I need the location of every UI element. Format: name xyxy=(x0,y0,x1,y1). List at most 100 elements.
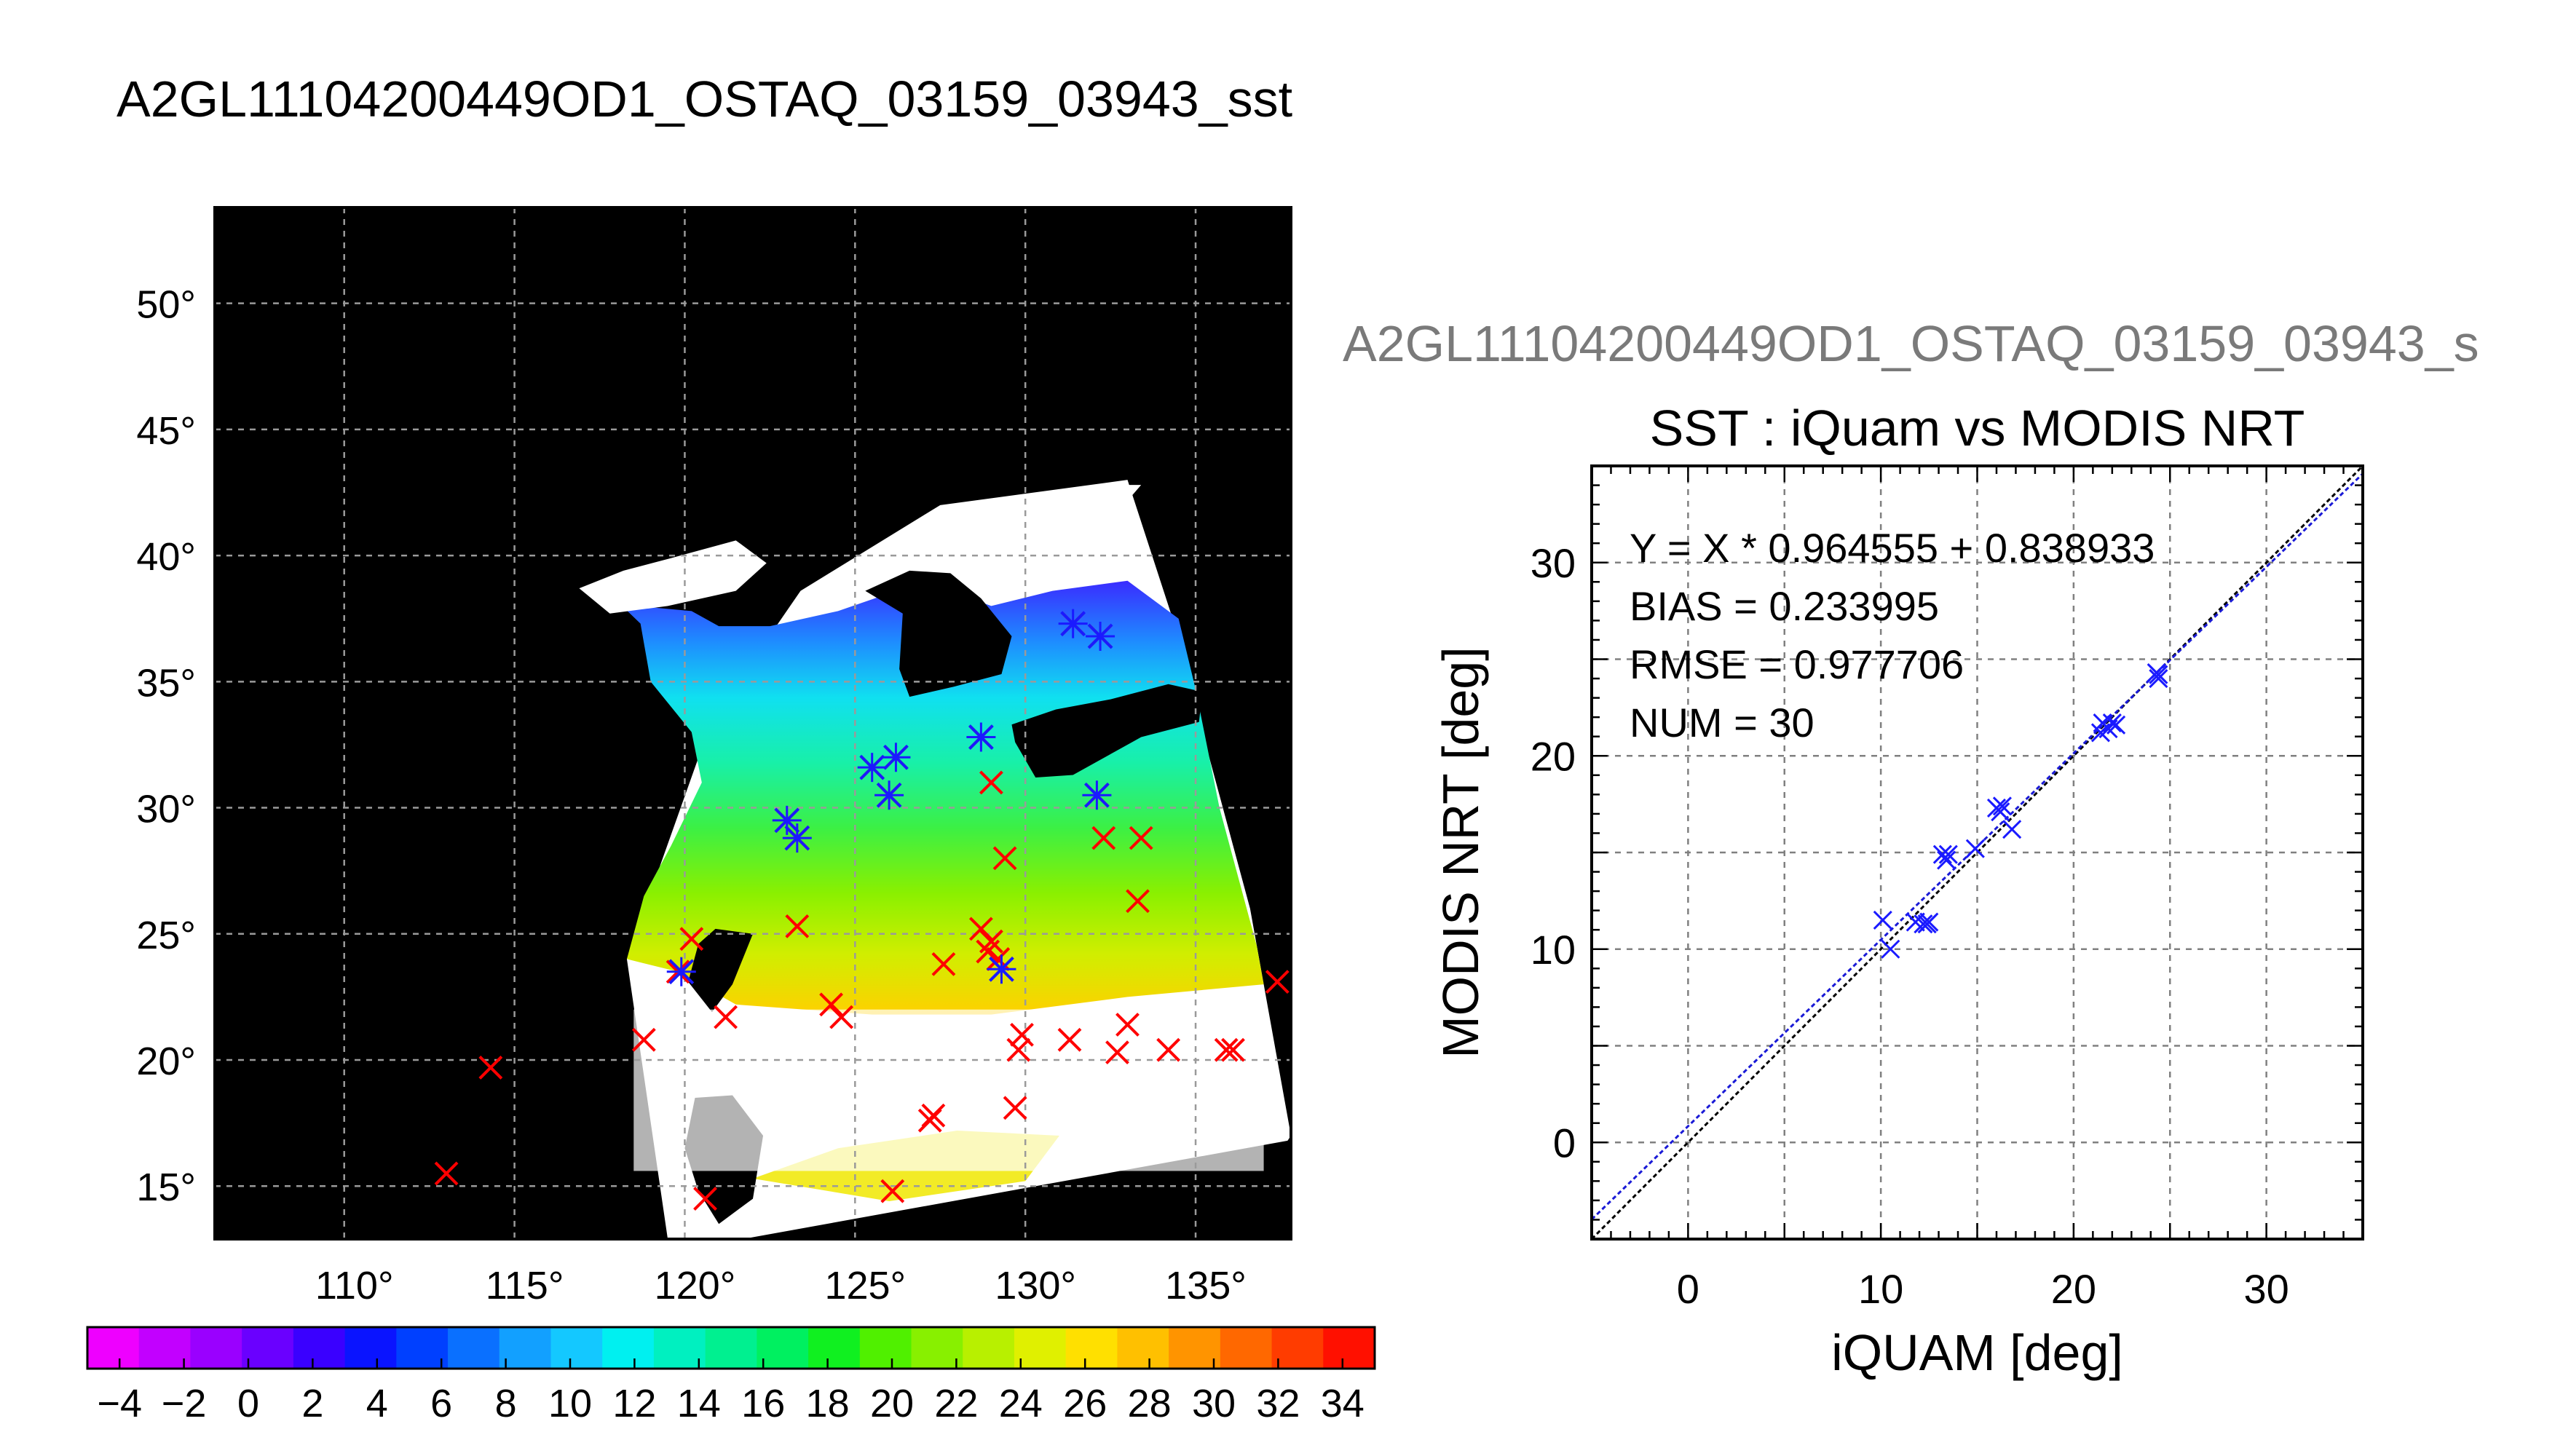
scatter-annotation: RMSE = 0.977706 xyxy=(1630,641,1964,687)
colorbar-segment xyxy=(87,1327,140,1369)
scatter-point xyxy=(2149,668,2168,689)
colorbar-tick-label: 6 xyxy=(430,1382,452,1425)
scatter-lines xyxy=(1592,466,2363,1239)
scatter-frame xyxy=(1590,464,2364,1241)
scatter-y-axis-label: MODIS NRT [deg] xyxy=(1432,646,1489,1058)
cloud-bohai xyxy=(579,540,767,614)
map-matchup-marker xyxy=(1091,826,1116,850)
colorbar-tick-label: 20 xyxy=(870,1382,914,1425)
map-match-marker-plus xyxy=(874,780,904,810)
map-match-marker-plus xyxy=(1058,609,1088,638)
map-lat-tick-label: 15° xyxy=(136,1166,196,1209)
colorbar-frame xyxy=(86,1326,1376,1370)
scatter-point xyxy=(1906,912,1925,932)
sst-field xyxy=(606,580,1264,1015)
colorbar-segment xyxy=(242,1327,294,1369)
colorbar-tick-label: 26 xyxy=(1063,1382,1107,1425)
map-lon-tick-label: 125° xyxy=(824,1264,906,1307)
map-matchup-marker xyxy=(979,929,1003,954)
colorbar-segment xyxy=(808,1327,861,1369)
map-match-marker-plus xyxy=(881,743,911,772)
fit-line xyxy=(1592,472,2363,1221)
map-lat-tick-label: 35° xyxy=(136,661,196,705)
scatter-y-tick-label: 10 xyxy=(1531,927,1576,973)
colorbar-segment xyxy=(1323,1327,1375,1369)
colorbar-tick-label: 30 xyxy=(1192,1382,1236,1425)
scatter-annotation: Y = X * 0.964555 + 0.838933 xyxy=(1630,525,2155,571)
map-lon-tick-label: 130° xyxy=(995,1264,1076,1307)
map-lat-tick-label: 45° xyxy=(136,409,196,453)
colorbar-tick-label: 32 xyxy=(1256,1382,1300,1425)
map-matchup-marker xyxy=(1057,1027,1082,1052)
colorbar-segment xyxy=(396,1327,449,1369)
map-matchup-marker xyxy=(1214,1037,1239,1062)
land-japan xyxy=(1011,684,1203,778)
colorbar-tick-label: 12 xyxy=(612,1382,656,1425)
colorbar-segment xyxy=(1271,1327,1324,1369)
colorbar-tick-label: 22 xyxy=(934,1382,978,1425)
colorbar-segment xyxy=(757,1327,809,1369)
colorbar-segment xyxy=(911,1327,963,1369)
scatter-point xyxy=(1937,850,1956,870)
map-lat-tick-label: 20° xyxy=(136,1040,196,1083)
colorbar-tick-label: 2 xyxy=(301,1382,323,1425)
colorbar-segment xyxy=(448,1327,500,1369)
colorbar-segment xyxy=(1014,1327,1067,1369)
map-matchup-marker xyxy=(1126,889,1150,914)
scatter-points xyxy=(1873,663,2168,959)
map-matchup-marker xyxy=(478,1055,503,1080)
map-lat-tick-label: 40° xyxy=(136,535,196,579)
land-hainan xyxy=(308,1055,367,1105)
map-matchup-marker xyxy=(1156,1037,1181,1062)
map-matchup-marker xyxy=(693,1187,717,1211)
scatter-point xyxy=(1932,844,1952,864)
colorbar-tick-label: 10 xyxy=(548,1382,592,1425)
colorbar-tick-label: −2 xyxy=(162,1382,207,1425)
scatter-point xyxy=(1873,910,1892,930)
map-lon-tick-label: 120° xyxy=(655,1264,736,1307)
map-matchup-marker xyxy=(1221,1037,1245,1062)
map-match-marker-plus xyxy=(666,957,696,986)
map-match-marker-plus xyxy=(782,823,812,853)
colorbar-segment xyxy=(859,1327,912,1369)
map-matchup-marker xyxy=(434,1161,459,1186)
scatter-title: SST : iQuam vs MODIS NRT xyxy=(1650,400,2305,456)
scatter-point xyxy=(1938,844,1958,864)
map-matchup-marker xyxy=(631,1027,656,1052)
map-matchup-marker xyxy=(880,1179,905,1203)
cloud-south xyxy=(633,1009,1264,1171)
map-match-marker-plus xyxy=(987,954,1016,984)
colorbar-tick-label: −4 xyxy=(97,1382,142,1425)
colorbar-tick-label: 4 xyxy=(366,1382,388,1425)
scatter-x-tick-label: 10 xyxy=(1858,1266,1903,1312)
scatter-y-tick-label: 30 xyxy=(1531,540,1576,586)
scatter-annotation: BIAS = 0.233995 xyxy=(1630,583,1939,629)
colorbar-tick-label: 18 xyxy=(806,1382,850,1425)
map-lat-tick-label: 50° xyxy=(136,283,196,327)
map-lat-tick-label: 25° xyxy=(136,914,196,957)
scatter-point xyxy=(1919,912,1939,932)
colorbar-tick-label: 0 xyxy=(237,1382,259,1425)
scatter-point xyxy=(1991,802,2010,822)
map-matchup-marker xyxy=(785,914,810,938)
scatter-header-title: A2GL11104200449OD1_OSTAQ_03159_03943_s xyxy=(1343,315,2479,372)
scatter-point xyxy=(2002,820,2022,839)
land-korea xyxy=(865,570,1012,697)
scatter-point xyxy=(1965,839,1985,858)
scatter-point xyxy=(2149,665,2168,684)
colorbar-segment xyxy=(1169,1327,1221,1369)
scatter-point xyxy=(2102,713,2122,733)
map-matchup-marker xyxy=(1105,1040,1129,1065)
scatter-point xyxy=(2106,715,2126,735)
colorbar-segment xyxy=(344,1327,397,1369)
land-taiwan xyxy=(688,928,753,1013)
map-matchup-marker xyxy=(1010,1022,1034,1047)
scatter-plot xyxy=(1590,464,2364,1241)
scatter-annotation: NUM = 30 xyxy=(1630,700,1814,745)
map-frame xyxy=(213,206,1292,1241)
map-matchup-marker xyxy=(968,917,993,941)
colorbar-segment xyxy=(1065,1327,1118,1369)
scatter-x-tick-label: 0 xyxy=(1677,1266,1699,1312)
scatter-x-axis-label: iQUAM [deg] xyxy=(1831,1324,2123,1381)
